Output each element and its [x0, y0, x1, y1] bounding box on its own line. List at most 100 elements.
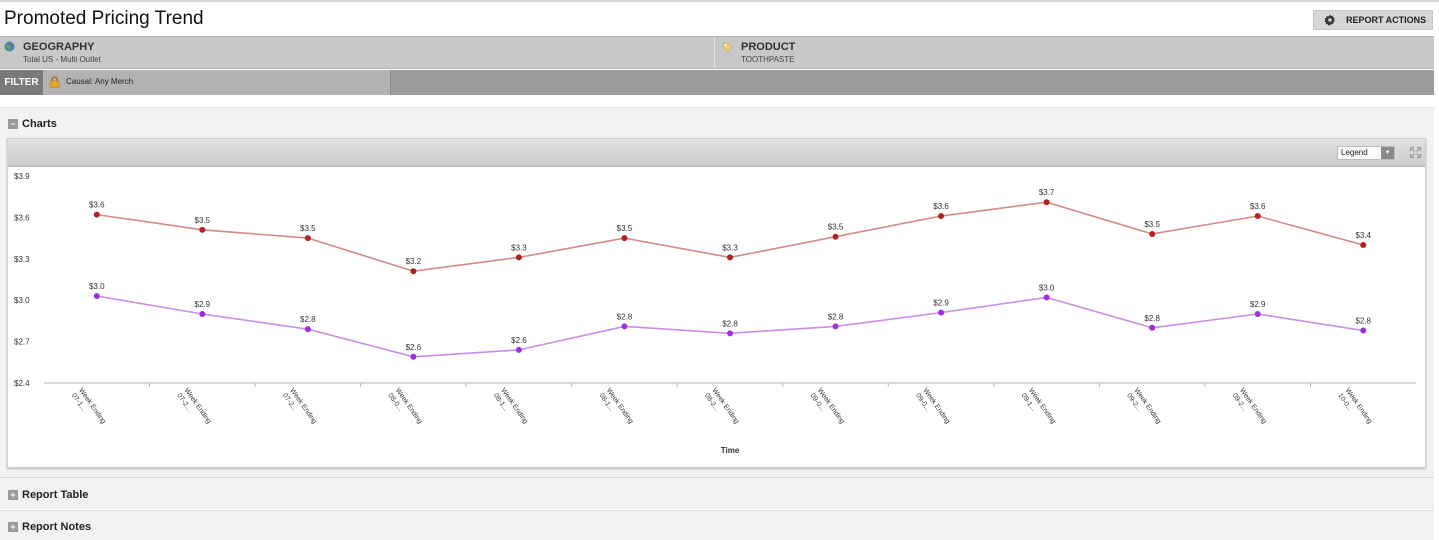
series-2-point[interactable] — [727, 330, 733, 337]
series-1-line — [96, 201, 1364, 273]
series-2-point[interactable] — [1254, 311, 1261, 317]
report-table-section: + Report Table — [0, 477, 1434, 509]
series-1-point[interactable] — [1360, 242, 1367, 248]
line-chart: $2.4 $2.7 $3.0 $3.3 $3.6 $3.9 Week Ending07-1.… — [14, 172, 1416, 455]
chevron-down-icon: ▼ — [1381, 147, 1394, 159]
charts-section-header[interactable]: − Charts — [8, 118, 57, 130]
series-2-data-label: $2.6 — [406, 343, 422, 352]
lock-icon — [49, 76, 60, 88]
filter-bar: FILTER Causal: Any Merch — [0, 70, 1434, 95]
series-2-data-label: $2.8 — [722, 319, 738, 328]
series-1-point[interactable] — [199, 226, 206, 233]
series-2-data-label: $2.8 — [300, 315, 316, 324]
x-tick-label: Week Ending08-0... — [386, 387, 423, 425]
x-tick-label: Week Ending09-2... — [1125, 387, 1162, 425]
series-2-point[interactable] — [199, 311, 206, 317]
report-notes-section: + Report Notes — [0, 510, 1434, 540]
y-tick-label: $3.6 — [14, 213, 30, 222]
product-value: TOOTHPASTE — [741, 55, 795, 64]
series-2-point[interactable] — [93, 293, 100, 300]
series-2-point[interactable] — [1360, 327, 1367, 334]
series-1-point[interactable] — [938, 213, 945, 220]
series-2-data-label: $2.8 — [1355, 317, 1371, 326]
series-2-data-label: $3.0 — [1039, 283, 1055, 292]
y-tick-label: $2.4 — [14, 379, 30, 388]
charts-section: − Charts Legend ▼ $2.4 $2.7 $3.0 $3.3 $3.6 $3… — [0, 107, 1434, 477]
gear-icon — [1324, 14, 1336, 26]
expand-toggle-icon[interactable]: + — [8, 522, 18, 532]
series-1-data-label: $3.2 — [406, 257, 422, 266]
series-2-point[interactable] — [515, 346, 522, 353]
expand-toggle-icon[interactable]: + — [8, 490, 18, 500]
series-2-point[interactable] — [410, 353, 417, 360]
series-1-point[interactable] — [727, 254, 733, 261]
series-2-data-label: $2.8 — [617, 312, 633, 321]
series-1-point[interactable] — [1043, 199, 1050, 206]
x-tick-label: Week Ending09-0... — [809, 387, 846, 425]
y-tick-label: $3.0 — [14, 296, 30, 305]
series-1-point[interactable] — [93, 211, 100, 218]
globe-icon — [4, 41, 15, 52]
series-2-point[interactable] — [938, 309, 945, 316]
x-tick-label: Week Ending08-1... — [492, 387, 529, 425]
filter-chip-causal[interactable]: Causal: Any Merch — [43, 70, 391, 95]
series-1-data-label: $3.4 — [1355, 231, 1371, 240]
series-1-data-label: $3.5 — [828, 223, 844, 232]
series-1-data-label: $3.6 — [1250, 202, 1266, 211]
series-1-data-label: $3.7 — [1039, 188, 1055, 197]
legend-select[interactable]: Legend ▼ — [1337, 146, 1395, 160]
chart-toolbar: Legend ▼ — [8, 139, 1425, 167]
x-tick-label: Week Ending08-1... — [597, 387, 634, 425]
series-1-data-label: $3.5 — [617, 224, 633, 233]
series-1-data-label: $3.3 — [722, 243, 738, 252]
report-notes-title: Report Notes — [22, 521, 92, 533]
series-1-point[interactable] — [621, 235, 628, 242]
series-1-point[interactable] — [1254, 213, 1261, 220]
y-tick-label: $3.9 — [14, 172, 30, 181]
chart-panel: Legend ▼ $2.4 $2.7 $3.0 $3.3 $3.6 $3.9 Week En… — [7, 138, 1426, 468]
x-tick-label: Week Ending10-0... — [1336, 387, 1373, 425]
series-1-point[interactable] — [832, 233, 839, 240]
x-tick-label: Week Ending09-0... — [914, 387, 951, 425]
series-1-point[interactable] — [304, 235, 311, 242]
product-context[interactable]: PRODUCT TOOTHPASTE — [717, 37, 1434, 68]
charts-section-title: Charts — [22, 118, 57, 130]
series-2-point[interactable] — [1043, 294, 1050, 301]
y-tick-label: $2.7 — [14, 338, 30, 347]
page-title: Promoted Pricing Trend — [4, 8, 204, 29]
tag-icon — [722, 42, 733, 52]
series-1-data-label: $3.6 — [933, 202, 949, 211]
series-1-point[interactable] — [1149, 230, 1156, 237]
series-2-data-label: $2.8 — [828, 312, 844, 321]
report-actions-button[interactable]: REPORT ACTIONS — [1313, 10, 1433, 30]
series-2-point[interactable] — [832, 323, 839, 330]
filter-label: FILTER — [0, 70, 43, 95]
series-1-data-label: $3.5 — [195, 216, 211, 225]
geography-value: Total US - Multi Outlet — [23, 55, 101, 64]
series-1-data-label: $3.6 — [89, 201, 105, 210]
y-tick-label: $3.3 — [14, 255, 30, 264]
series-2-data-label: $2.9 — [933, 299, 949, 308]
x-tick-label: Week Ending09-2... — [1231, 387, 1268, 425]
x-tick-label: Week Ending07-2... — [281, 387, 318, 425]
report-notes-header[interactable]: + Report Notes — [8, 521, 91, 533]
x-tick-label: Week Ending07-2... — [175, 387, 212, 425]
x-tick-label: Week Ending08-2... — [703, 387, 740, 425]
report-actions-label: REPORT ACTIONS — [1346, 15, 1427, 25]
series-2-point[interactable] — [621, 323, 628, 330]
report-table-header[interactable]: + Report Table — [8, 489, 88, 501]
expand-icon[interactable] — [1410, 147, 1421, 158]
collapse-icon[interactable]: − — [8, 119, 18, 129]
series-1-point[interactable] — [515, 254, 522, 261]
series-1-point[interactable] — [410, 268, 417, 275]
geography-context[interactable]: GEOGRAPHY Total US - Multi Outlet — [0, 37, 715, 68]
series-2-data-label: $2.9 — [1250, 300, 1266, 309]
series-2-data-label: $2.8 — [1144, 314, 1160, 323]
report-table-title: Report Table — [22, 489, 89, 501]
series-2-data-label: $2.9 — [195, 300, 211, 309]
series-1-data-label: $3.3 — [511, 243, 527, 252]
series-2-data-label: $2.6 — [511, 336, 527, 345]
series-2-point[interactable] — [1149, 324, 1156, 331]
x-tick-label: Week Ending07-1... — [70, 387, 107, 425]
series-2-point[interactable] — [304, 326, 311, 333]
